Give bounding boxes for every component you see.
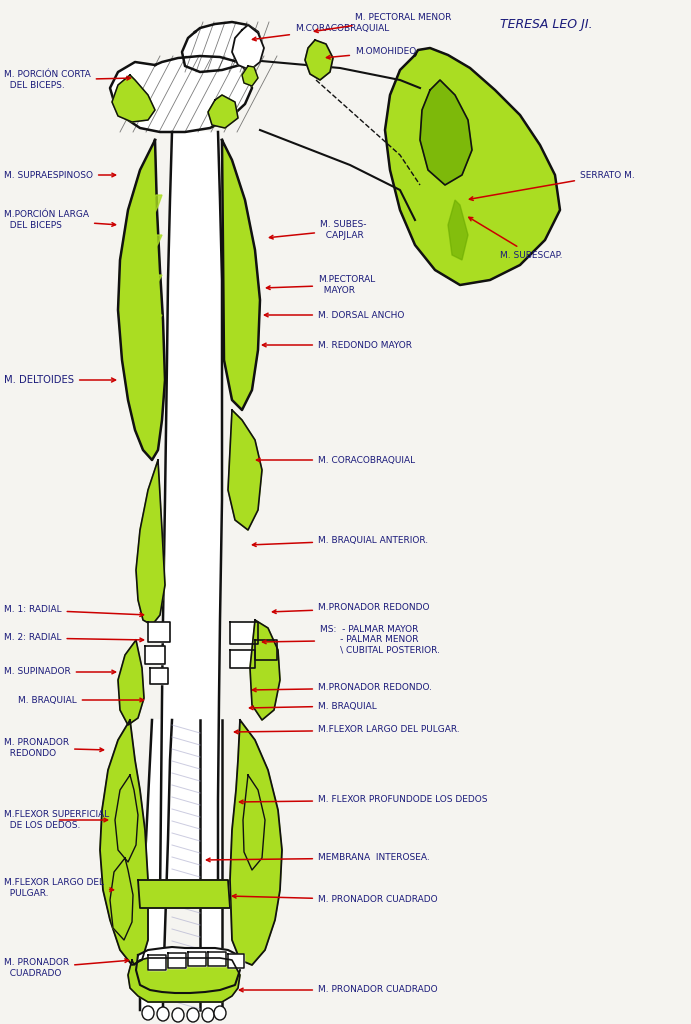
Text: SERRATO M.: SERRATO M. [469,171,635,201]
Polygon shape [243,775,265,870]
Ellipse shape [157,1007,169,1021]
Text: M. PECTORAL MENOR: M. PECTORAL MENOR [314,13,451,33]
Text: M.FLEXOR LARGO DEL
  PULGAR.: M.FLEXOR LARGO DEL PULGAR. [4,879,113,898]
Polygon shape [148,622,170,642]
Ellipse shape [214,1006,226,1020]
Text: M.PRONADOR REDONDO.: M.PRONADOR REDONDO. [252,683,432,692]
Text: M. PRONADOR CUADRADO: M. PRONADOR CUADRADO [240,985,437,994]
Polygon shape [182,22,262,72]
Text: M. CORACOBRAQUIAL: M. CORACOBRAQUIAL [256,456,415,465]
Polygon shape [230,650,255,668]
Polygon shape [128,958,240,1002]
Polygon shape [420,80,472,185]
Polygon shape [136,460,165,625]
Polygon shape [112,75,155,122]
Text: M. FLEXOR PROFUNDODE LOS DEDOS: M. FLEXOR PROFUNDODE LOS DEDOS [240,796,487,805]
Text: M. SUBES-
  CAPJLAR: M. SUBES- CAPJLAR [269,220,366,240]
Text: MEMBRANA  INTEROSEA.: MEMBRANA INTEROSEA. [207,853,430,862]
Polygon shape [305,40,333,80]
Polygon shape [140,720,172,1010]
Text: M. DELTOIDES: M. DELTOIDES [4,375,115,385]
Text: M. 1: RADIAL: M. 1: RADIAL [4,605,144,616]
Polygon shape [110,858,133,940]
Polygon shape [255,640,277,660]
Polygon shape [138,880,230,908]
Text: M.CORACOBRAQUIAL: M.CORACOBRAQUIAL [252,24,389,41]
Text: M. PRONADOR CUADRADO: M. PRONADOR CUADRADO [232,894,437,904]
Text: M. SUBESCAP.: M. SUBESCAP. [468,217,562,259]
Polygon shape [208,95,238,128]
Polygon shape [148,955,166,970]
Polygon shape [188,952,206,966]
Text: M.OMOHIDEO: M.OMOHIDEO [326,47,416,59]
Polygon shape [145,315,162,330]
Polygon shape [232,25,264,70]
Text: M. DORSAL ANCHO: M. DORSAL ANCHO [265,310,404,319]
Polygon shape [160,132,222,900]
Text: M. SUPRAESPINOSO: M. SUPRAESPINOSO [4,171,115,179]
Polygon shape [208,952,226,966]
Ellipse shape [172,1008,184,1022]
Text: M. PRONADOR
  CUADRADO: M. PRONADOR CUADRADO [4,958,129,978]
Polygon shape [200,720,222,1010]
Text: M.PRONADOR REDONDO: M.PRONADOR REDONDO [272,603,430,613]
Text: M. SUPINADOR: M. SUPINADOR [4,668,115,677]
Text: M.PECTORAL
  MAYOR: M.PECTORAL MAYOR [267,275,375,295]
Ellipse shape [202,1008,214,1022]
Polygon shape [145,646,165,664]
Polygon shape [145,195,162,223]
Polygon shape [136,947,240,993]
Polygon shape [168,953,186,968]
Text: M. BRAQUIAL: M. BRAQUIAL [18,695,144,705]
Polygon shape [110,56,252,132]
Text: M. BRAQUIAL: M. BRAQUIAL [249,701,377,711]
Polygon shape [222,140,260,410]
Text: M.FLEXOR LARGO DEL PULGAR.: M.FLEXOR LARGO DEL PULGAR. [234,725,460,734]
Text: M. REDONDO MAYOR: M. REDONDO MAYOR [263,341,412,349]
Text: M. PRONADOR
  REDONDO: M. PRONADOR REDONDO [4,738,104,758]
Text: M. PORCIÓN CORTA
  DEL BICEPS.: M. PORCIÓN CORTA DEL BICEPS. [4,71,131,90]
Polygon shape [448,200,468,260]
Polygon shape [118,140,165,460]
Polygon shape [228,410,262,530]
Polygon shape [228,954,244,968]
Polygon shape [100,720,148,965]
Text: TERESA LEO JI.: TERESA LEO JI. [500,18,593,31]
Polygon shape [242,66,258,86]
Polygon shape [150,668,168,684]
Polygon shape [145,275,162,293]
Polygon shape [230,622,258,644]
Polygon shape [250,620,280,720]
Text: M. BRAQUIAL ANTERIOR.: M. BRAQUIAL ANTERIOR. [252,536,428,547]
Text: M.FLEXOR SUPERFICIAL
  DE LOS DEDOS.: M.FLEXOR SUPERFICIAL DE LOS DEDOS. [4,810,109,829]
Polygon shape [145,234,162,257]
Polygon shape [118,640,144,725]
Polygon shape [115,775,138,862]
Polygon shape [385,48,560,285]
Ellipse shape [142,1006,154,1020]
Polygon shape [230,720,282,965]
Ellipse shape [187,1008,199,1022]
Text: M. 2: RADIAL: M. 2: RADIAL [4,634,144,642]
Text: MS:  - PALMAR MAYOR
       - PALMAR MENOR
       \ CUBITAL POSTERIOR.: MS: - PALMAR MAYOR - PALMAR MENOR \ CUBI… [263,625,440,655]
Text: M.PORCIÓN LARGA
  DEL BICEPS: M.PORCIÓN LARGA DEL BICEPS [4,210,115,229]
